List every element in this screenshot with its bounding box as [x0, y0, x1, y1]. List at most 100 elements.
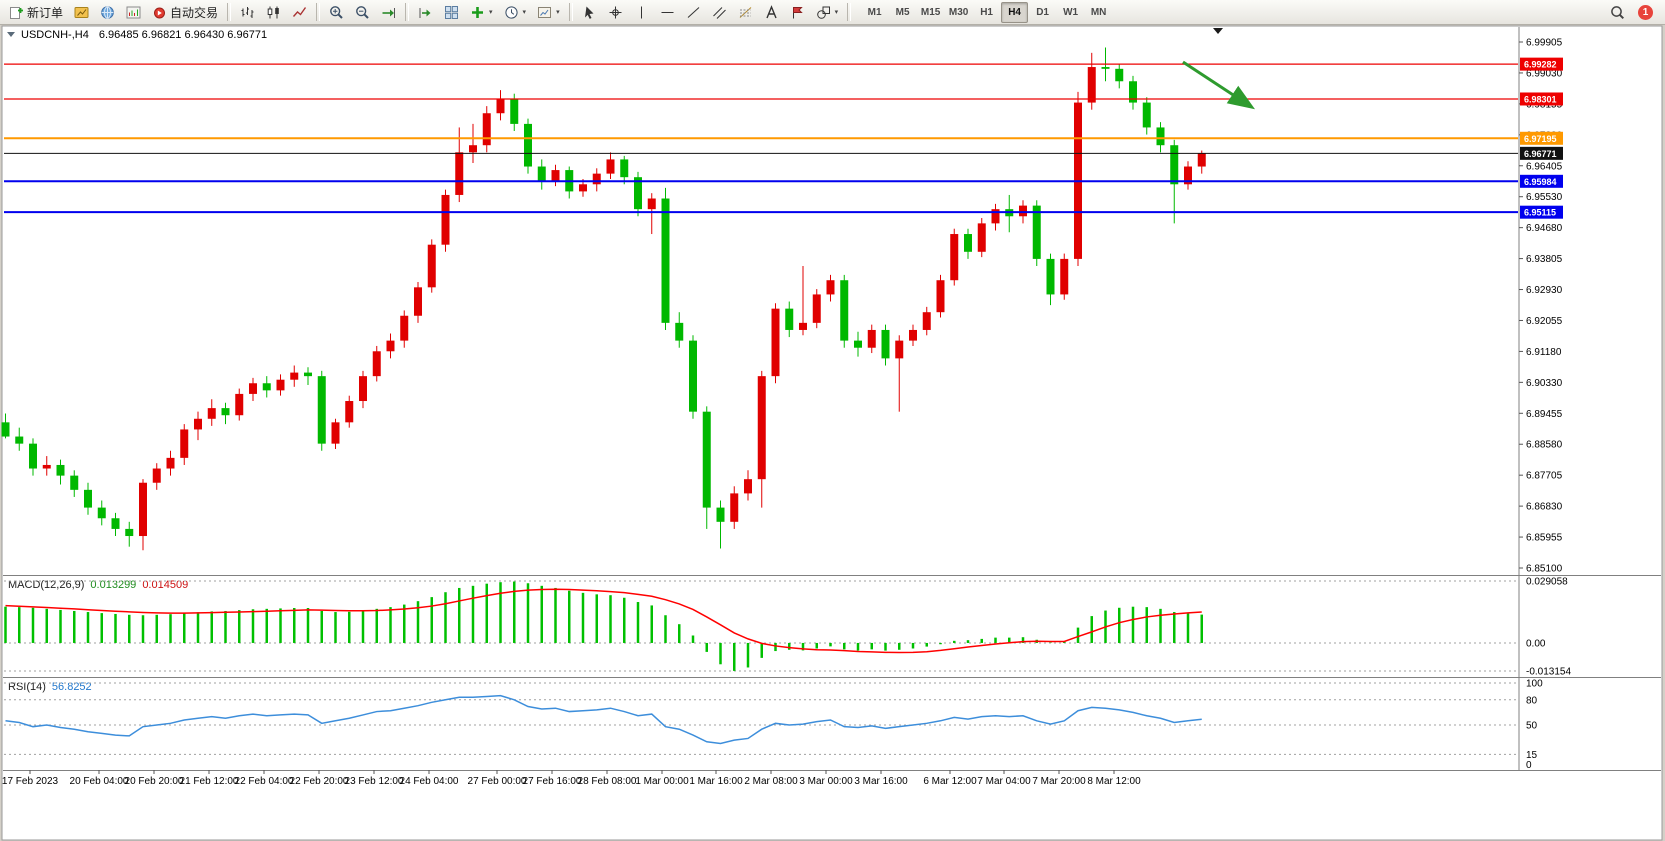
- candle-body: [1170, 145, 1179, 185]
- timeframe-button-mn[interactable]: MN: [1090, 6, 1107, 18]
- candle-body: [716, 507, 725, 522]
- candle-body: [372, 351, 381, 377]
- cursor-tool-button[interactable]: [577, 2, 602, 23]
- candle-body: [812, 294, 821, 323]
- candle-body: [414, 287, 422, 316]
- timeframe-button-h4[interactable]: H4: [1001, 1, 1029, 23]
- timeframe-button-m15[interactable]: M15: [920, 6, 941, 18]
- market-watch-button[interactable]: [121, 2, 146, 23]
- equidistant-channel-icon: [712, 5, 727, 20]
- zoom-out-button[interactable]: [350, 2, 375, 23]
- candle-body: [455, 152, 464, 195]
- tile-windows-button[interactable]: [439, 2, 464, 23]
- time-axis-label: 7 Mar 20:00: [1032, 776, 1086, 787]
- search-button[interactable]: [1605, 2, 1630, 23]
- chart-shift-marker[interactable]: [1213, 28, 1223, 34]
- timeframe-button-w1[interactable]: W1: [1063, 6, 1079, 18]
- label-icon: [790, 5, 805, 20]
- text-tool-button[interactable]: [759, 2, 784, 23]
- timeframe-button-m1[interactable]: M1: [867, 6, 882, 18]
- market-watch-icon: [126, 5, 141, 20]
- trendline-icon: [686, 5, 701, 20]
- notifications-badge[interactable]: 1: [1638, 4, 1653, 20]
- candle-body: [1156, 127, 1165, 146]
- periods-icon: [504, 5, 519, 20]
- bar-chart-button[interactable]: [235, 2, 260, 23]
- equidistant-channel-tool-button[interactable]: [707, 2, 732, 23]
- price-axis-label: 6.99905: [1526, 38, 1563, 49]
- candle-body: [551, 170, 560, 181]
- fibonacci-tool-button[interactable]: [733, 2, 758, 23]
- shapes-tool-button[interactable]: ▾: [811, 2, 844, 23]
- auto-trading-label: 自动交易: [170, 5, 219, 20]
- main-toolbar: 新订单 自动交易: [0, 0, 1665, 25]
- time-axis-label: 21 Feb 12:00: [180, 776, 239, 787]
- auto-trading-button[interactable]: 自动交易: [147, 1, 223, 24]
- time-axis-label: 23 Feb 12:00: [345, 776, 404, 787]
- candle-body: [70, 475, 79, 490]
- price-axis-label: 6.89455: [1526, 409, 1563, 420]
- label-tool-button[interactable]: [785, 2, 810, 23]
- chart-shift-button[interactable]: [413, 2, 438, 23]
- trendline-tool-button[interactable]: [681, 2, 706, 23]
- candle-body: [194, 418, 202, 430]
- time-axis-label: 17 Feb 2023: [2, 776, 59, 787]
- candle-body: [675, 322, 684, 341]
- candle-body: [936, 280, 945, 313]
- candle-body: [1032, 205, 1041, 259]
- price-badge: [1520, 131, 1563, 145]
- line-chart-button[interactable]: [287, 2, 312, 23]
- candle-body: [1142, 102, 1151, 128]
- vertical-line-tool-button[interactable]: [629, 2, 654, 23]
- candle-body: [785, 308, 794, 330]
- zoom-in-button[interactable]: [324, 2, 349, 23]
- horizontal-line-tool-button[interactable]: [655, 2, 680, 23]
- macd-indicator-label: MACD(12,26,9) 0.013299 0.014509: [8, 579, 188, 591]
- time-axis-label: 7 Mar 04:00: [977, 776, 1031, 787]
- price-axis-label: 6.85955: [1526, 533, 1563, 544]
- indicators-add-button[interactable]: ▾: [465, 2, 498, 23]
- price-badge-label: 6.95984: [1524, 177, 1557, 187]
- rsi-indicator-label: RSI(14) 56.8252: [8, 681, 92, 693]
- auto-scroll-button[interactable]: [376, 2, 401, 23]
- timeframe-button-h1[interactable]: H1: [980, 6, 993, 18]
- time-axis-label: 27 Feb 16:00: [523, 776, 582, 787]
- candle-body: [909, 329, 917, 341]
- new-order-button[interactable]: 新订单: [4, 1, 68, 24]
- periods-button[interactable]: ▾: [499, 2, 532, 23]
- chart-window[interactable]: [1, 25, 1663, 841]
- price-badge-label: 6.99282: [1524, 60, 1557, 70]
- candle-body: [331, 422, 340, 444]
- time-axis-label: 3 Mar 00:00: [799, 776, 853, 787]
- candle-body: [125, 528, 134, 537]
- toolbar-separator: [405, 3, 410, 21]
- one-click-trading-toggle[interactable]: [7, 32, 15, 37]
- timeframe-button-m30[interactable]: M30: [948, 6, 969, 18]
- timeframe-button-d1[interactable]: D1: [1036, 6, 1049, 18]
- candle-body: [757, 376, 766, 480]
- new-chart-button[interactable]: [69, 2, 94, 23]
- candle-body: [469, 145, 477, 153]
- timeframe-button-m5[interactable]: M5: [895, 6, 910, 18]
- candlestick-chart-button[interactable]: [261, 2, 286, 23]
- candle-body: [895, 340, 904, 359]
- price-badge: [1520, 205, 1563, 219]
- crosshair-icon: [608, 5, 623, 20]
- profiles-icon: [100, 5, 115, 20]
- templates-button[interactable]: ▾: [532, 2, 565, 23]
- templates-icon: [537, 5, 552, 20]
- crosshair-tool-button[interactable]: [603, 2, 628, 23]
- price-axis-label: 6.94680: [1526, 223, 1563, 234]
- candle-body: [29, 443, 37, 469]
- rsi-axis-label: 80: [1526, 695, 1538, 706]
- arrow-annotation[interactable]: [1182, 60, 1256, 110]
- toolbar-separator: [316, 3, 321, 21]
- time-axis-label: 24 Feb 04:00: [400, 776, 459, 787]
- profiles-button[interactable]: [95, 2, 120, 23]
- price-badge-label: 6.96771: [1524, 149, 1557, 159]
- candle-body: [592, 173, 601, 185]
- price-axis-label: 6.99030: [1526, 68, 1563, 79]
- chevron-down-icon: ▾: [556, 9, 560, 16]
